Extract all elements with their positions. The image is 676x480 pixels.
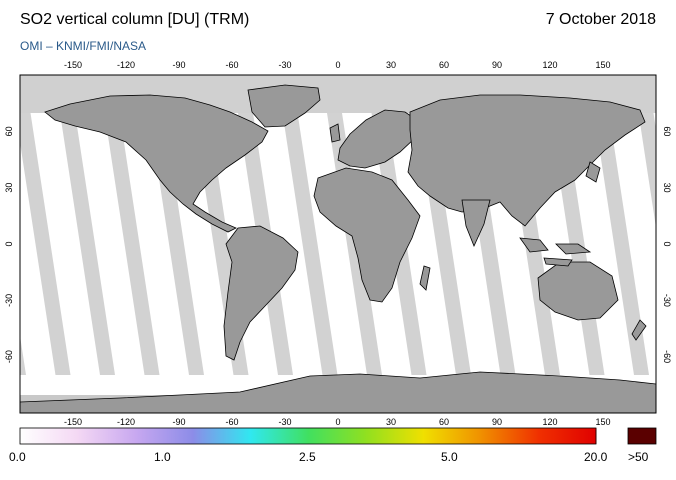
lon-tick-top: 60 <box>439 60 449 70</box>
colorbar-segment <box>480 428 539 444</box>
swath-gap-stripe <box>594 113 649 375</box>
lat-tick-left: -30 <box>4 294 14 307</box>
africa <box>313 167 421 303</box>
colorbar <box>19 427 597 445</box>
colorbar-label-2: 2.5 <box>299 450 316 464</box>
swath-gap-stripe <box>20 113 71 375</box>
lon-tick-bottom: 60 <box>439 417 449 427</box>
colorbar-label-4: 20.0 <box>584 450 608 464</box>
colorbar-overflow-box <box>627 427 657 445</box>
colorbar-frame <box>19 427 597 445</box>
new-zealand <box>631 319 647 341</box>
asia <box>407 94 646 227</box>
lon-tick-top: 150 <box>595 60 610 70</box>
lon-tick-bottom: 30 <box>386 417 396 427</box>
lat-tick-right: 0 <box>662 241 672 246</box>
swath-gap-stripe <box>104 113 160 375</box>
lon-tick-bottom: 150 <box>595 417 610 427</box>
lon-tick-bottom: -90 <box>172 417 185 427</box>
colorbar-segment <box>308 428 367 444</box>
uk <box>329 123 341 143</box>
colorbar-label-1: 1.0 <box>154 450 171 464</box>
japan <box>585 161 601 183</box>
colorbar-overflow-label: >50 <box>628 450 649 464</box>
colorbar-segment <box>192 428 251 444</box>
swath-gap-stripe <box>282 113 338 375</box>
swath-gap-stripe <box>20 335 26 375</box>
madagascar <box>419 265 431 291</box>
map-frame <box>19 74 657 414</box>
lon-tick-bottom: 120 <box>542 417 557 427</box>
indonesia <box>519 237 592 267</box>
australia <box>537 261 619 321</box>
colorbar-segment <box>365 428 424 444</box>
colorbar-segment <box>423 428 482 444</box>
india <box>461 199 491 248</box>
lon-tick-bottom: -150 <box>64 417 82 427</box>
lon-tick-bottom: -60 <box>225 417 238 427</box>
lon-tick-top: -60 <box>225 60 238 70</box>
credit-line: OMI – KNMI/FMI/NASA <box>20 39 147 53</box>
greenland <box>247 84 321 128</box>
colorbar-segment <box>250 428 309 444</box>
map-date: 7 October 2018 <box>545 11 656 28</box>
swath-gap-stripe <box>60 113 115 375</box>
lat-tick-right: 30 <box>662 183 672 193</box>
south-america <box>223 225 299 361</box>
swath-gap-stripe <box>638 113 656 228</box>
lon-tick-bottom: -30 <box>278 417 291 427</box>
lon-tick-top: -30 <box>278 60 291 70</box>
colorbar-segment <box>20 428 79 444</box>
lon-tick-bottom: -120 <box>117 417 135 427</box>
lon-tick-top: 0 <box>335 60 340 70</box>
lat-tick-left: 0 <box>4 241 14 246</box>
lon-tick-top: 30 <box>386 60 396 70</box>
lat-tick-left: 30 <box>4 183 14 193</box>
colorbar-segment <box>77 428 136 444</box>
lat-tick-left: -60 <box>4 350 14 363</box>
lon-tick-top: -90 <box>172 60 185 70</box>
map-axes: -150 -150 -120 -120 -90 -90 -60 -60 -30 -30 0 0 30 30… <box>4 60 672 427</box>
lat-tick-right: 60 <box>662 126 672 136</box>
north-america <box>44 94 269 233</box>
colorbar-segment <box>135 428 194 444</box>
lat-tick-right: -30 <box>662 294 672 307</box>
colorbar-segment <box>538 428 597 444</box>
lat-tick-right: -60 <box>662 350 672 363</box>
landmasses <box>20 84 656 413</box>
lon-tick-top: -150 <box>64 60 82 70</box>
lon-tick-top: 90 <box>492 60 502 70</box>
antarctica <box>20 371 656 413</box>
lon-tick-top: 120 <box>542 60 557 70</box>
lon-tick-bottom: 0 <box>335 417 340 427</box>
colorbar-label-3: 5.0 <box>441 450 458 464</box>
colorbar-label-0: 0.0 <box>9 450 26 464</box>
lat-tick-left: 60 <box>4 126 14 136</box>
lon-tick-top: -120 <box>117 60 135 70</box>
map-title: SO2 vertical column [DU] (TRM) <box>20 11 250 28</box>
lon-tick-bottom: 90 <box>492 417 502 427</box>
